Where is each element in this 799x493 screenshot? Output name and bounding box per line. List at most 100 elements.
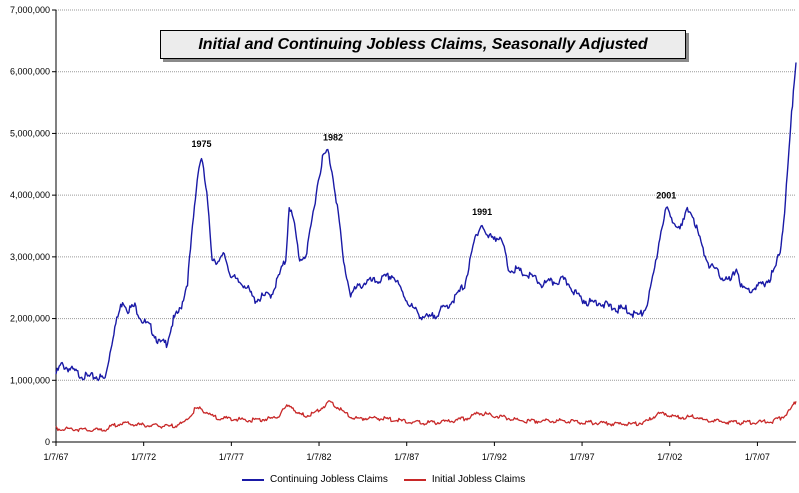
y-tick-label: 4,000,000 (10, 190, 50, 200)
annotations: 1975 1982 1991 2001 (192, 133, 677, 217)
initial-data-point (673, 416, 674, 417)
initial-data-point (494, 415, 495, 416)
x-tick-label: 1/7/02 (657, 452, 682, 462)
continuing-data-point (134, 306, 135, 307)
continuing-data-point (736, 266, 737, 267)
initial-data-point (790, 409, 791, 410)
initial-data-point (785, 414, 786, 415)
continuing-data-point (474, 238, 475, 239)
initial-data-point (646, 421, 647, 422)
continuing-data-point (748, 290, 749, 291)
y-tick-label: 6,000,000 (10, 67, 50, 77)
initial-data-point (285, 407, 286, 408)
continuing-data-point (625, 309, 626, 310)
legend-label-continuing: Continuing Jobless Claims (270, 474, 388, 485)
continuing-data-point (294, 225, 295, 226)
continuing-data-point (709, 266, 710, 267)
continuing-data-point (429, 318, 430, 319)
continuing-data-point (487, 238, 488, 239)
initial-data-point (55, 428, 56, 429)
x-tick-label: 1/7/87 (394, 452, 419, 462)
initial-data-point (217, 418, 218, 419)
continuing-data-point (197, 170, 198, 171)
gridlines (56, 9, 796, 381)
continuing-data-point (731, 281, 732, 282)
legend-item-initial: Initial Jobless Claims (403, 474, 525, 485)
continuing-data-point (482, 224, 483, 225)
initial-data-point (517, 420, 518, 421)
continuing-data-point (513, 269, 514, 270)
continuing-data-point (774, 269, 775, 270)
y-tick-label: 0 (45, 437, 50, 447)
continuing-data-point (357, 287, 358, 288)
continuing-data-point (420, 315, 421, 316)
initial-data-point (343, 412, 344, 413)
x-tick-label: 1/7/97 (570, 452, 595, 462)
initial-data-point (795, 401, 796, 402)
continuing-data-point (224, 253, 225, 254)
continuing-data-point (645, 309, 646, 310)
continuing-data-point (201, 156, 202, 157)
initial-data-point (329, 401, 330, 402)
continuing-data-point (541, 284, 542, 285)
continuing-data-point (262, 296, 263, 297)
continuing-data-point (229, 272, 230, 273)
continuing-data-point (159, 343, 160, 344)
peak-annotation: 1991 (472, 207, 492, 217)
x-axis-ticks: 1/7/67 1/7/72 1/7/77 1/7/82 1/7/87 1/7/92 1/7/… (43, 442, 770, 462)
initial-data-point (564, 420, 565, 421)
continuing-data-point (464, 284, 465, 285)
initial-data-point (529, 420, 530, 421)
y-tick-label: 1,000,000 (10, 375, 50, 385)
continuing-data-point (697, 232, 698, 233)
continuing-data-point (503, 244, 504, 245)
continuing-data-point (211, 256, 212, 257)
initial-data-point (478, 412, 479, 413)
y-tick-label: 5,000,000 (10, 128, 50, 138)
initial-data-point (306, 415, 307, 416)
continuing-data-point (455, 296, 456, 297)
continuing-data-point (406, 299, 407, 300)
continuing-data-point (508, 269, 509, 270)
continuing-data-point (236, 281, 237, 282)
continuing-data-point (69, 369, 70, 370)
continuing-data-point (618, 309, 619, 310)
continuing-data-point (687, 210, 688, 211)
continuing-data-point (446, 306, 447, 307)
continuing-claims-line (55, 62, 797, 382)
x-tick-label: 1/7/72 (131, 452, 156, 462)
continuing-data-point (762, 284, 763, 285)
initial-data-point (136, 424, 137, 425)
continuing-data-point (317, 185, 318, 186)
initial-data-point (722, 421, 723, 422)
continuing-data-point (338, 213, 339, 214)
initial-data-point (297, 414, 298, 415)
x-tick-label: 1/7/07 (745, 452, 770, 462)
continuing-data-point (795, 62, 796, 63)
initial-data-point (73, 428, 74, 429)
legend-item-continuing: Continuing Jobless Claims (242, 474, 388, 485)
continuing-data-point (366, 281, 367, 282)
continuing-data-point (350, 293, 351, 294)
continuing-data-point (218, 262, 219, 263)
continuing-data-point (569, 284, 570, 285)
chart-title: Initial and Continuing Jobless Claims, S… (198, 35, 648, 53)
x-tick-label: 1/7/77 (219, 452, 244, 462)
initial-data-point (322, 407, 323, 408)
initial-data-point (441, 422, 442, 423)
continuing-data-point (604, 304, 605, 305)
continuing-data-point (597, 301, 598, 302)
initial-data-point (117, 424, 118, 425)
continuing-data-point (392, 275, 393, 276)
plot-area (56, 10, 796, 442)
continuing-data-point (520, 272, 521, 273)
continuing-data-point (790, 127, 791, 128)
continuing-data-point (87, 377, 88, 378)
continuing-data-point (692, 213, 693, 214)
continuing-data-point (280, 272, 281, 273)
continuing-data-point (639, 315, 640, 316)
continuing-data-point (478, 228, 479, 229)
initial-data-point (371, 417, 372, 418)
continuing-data-point (285, 259, 286, 260)
